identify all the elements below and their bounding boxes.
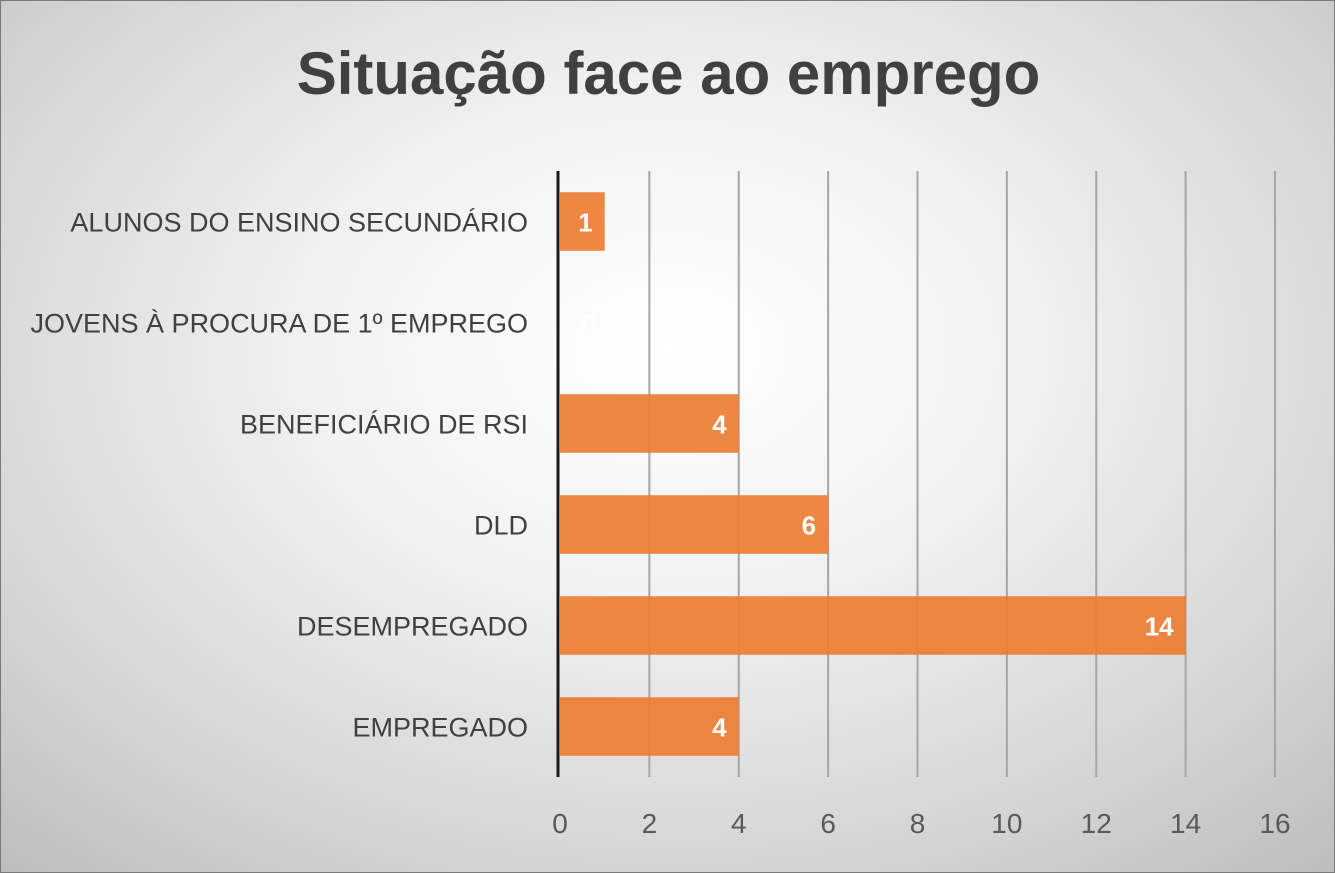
- x-tick-label: 2: [642, 808, 658, 839]
- data-label: 1: [578, 208, 592, 238]
- bar: [560, 495, 829, 554]
- bar: [560, 192, 605, 251]
- category-label: EMPREGADO: [352, 713, 528, 743]
- category-label: DESEMPREGADO: [297, 612, 528, 642]
- data-label: 4: [712, 410, 727, 440]
- data-label: 6: [802, 511, 816, 541]
- bar: [560, 596, 1186, 655]
- bars: [560, 192, 1186, 756]
- x-tick-label: 14: [1170, 808, 1201, 839]
- data-label: 0: [582, 309, 596, 339]
- chart-title: Situação face ao emprego: [296, 40, 1041, 107]
- category-label: DLD: [474, 511, 528, 541]
- data-label: 4: [712, 713, 727, 743]
- data-label: 14: [1145, 612, 1174, 642]
- category-label: JOVENS À PROCURA DE 1º EMPREGO: [31, 309, 528, 339]
- bar: [560, 394, 739, 453]
- x-tick-label: 10: [991, 808, 1022, 839]
- x-tick-label: 8: [910, 808, 926, 839]
- x-tick-label: 4: [731, 808, 747, 839]
- bar: [560, 697, 739, 756]
- category-label: BENEFICIÁRIO DE RSI: [240, 410, 528, 440]
- x-tick-label: 0: [552, 808, 568, 839]
- x-tick-label: 16: [1259, 808, 1290, 839]
- x-tick-label: 12: [1081, 808, 1112, 839]
- category-label: ALUNOS DO ENSINO SECUNDÁRIO: [70, 208, 528, 238]
- gridlines: [648, 171, 1276, 777]
- x-tick-label: 6: [820, 808, 836, 839]
